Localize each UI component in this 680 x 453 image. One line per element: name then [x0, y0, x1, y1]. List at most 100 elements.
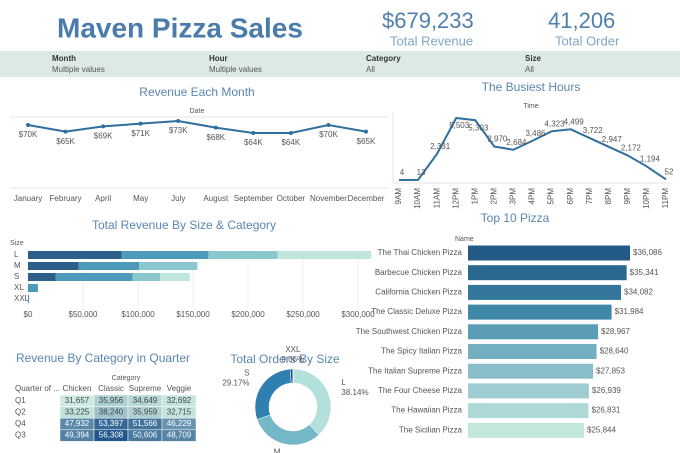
x-tick-label: 10AM	[413, 188, 422, 209]
x-tick-label: $50,000	[69, 310, 98, 319]
filter-value[interactable]: Multiple values	[209, 65, 262, 74]
y-tick-label: The Sicilian Pizza	[399, 425, 463, 434]
x-tick-label: 9AM	[394, 188, 403, 205]
x-tick-label: 1PM	[470, 188, 479, 205]
bar	[468, 403, 589, 419]
bar	[468, 422, 585, 438]
cell-label: 49,394	[65, 431, 90, 440]
y-tick-label: The Southwest Chicken Pizza	[356, 327, 463, 336]
cell-label: 48,709	[167, 431, 192, 440]
cell-label: 56,308	[99, 431, 124, 440]
bar-segment	[28, 262, 79, 270]
filter-label: Size	[525, 54, 542, 63]
kpi-value: 41,206	[548, 8, 615, 33]
y-tick-label: California Chicken Pizza	[375, 288, 462, 297]
y-tick-label: The Hawaiian Pizza	[391, 406, 462, 415]
point	[176, 119, 181, 123]
data-label: 4	[400, 168, 405, 177]
slice-value: 38.14%	[341, 388, 368, 397]
slice-label: M	[274, 448, 281, 453]
x-tick-label: 10PM	[642, 188, 651, 209]
data-label: $70K	[319, 130, 338, 139]
bar-segment	[208, 251, 278, 259]
bar	[468, 344, 597, 359]
slice-label: S	[244, 369, 249, 378]
x-tick-label: 11AM	[432, 188, 441, 209]
x-tick-label: January	[14, 194, 42, 203]
filter-value[interactable]: All	[366, 65, 375, 74]
bar-segment	[121, 251, 209, 259]
data-label: 2,970	[487, 135, 508, 144]
bar	[468, 245, 630, 261]
bar-segment	[132, 273, 160, 281]
data-label: $68K	[206, 133, 225, 142]
data-label: $70K	[19, 130, 38, 139]
bar	[468, 284, 622, 300]
y-tick-label: L	[14, 250, 19, 259]
chart-title: Top 10 Pizza	[481, 211, 550, 225]
point	[326, 123, 331, 127]
slice-label: XXL	[285, 345, 301, 354]
cell-label: 31,657	[65, 396, 90, 405]
x-tick-label: $150,000	[176, 310, 210, 319]
data-label: $36,086	[633, 248, 662, 257]
line	[398, 116, 667, 181]
cell-label: 35,959	[133, 408, 158, 417]
heat-cell	[161, 429, 197, 442]
cell-label: 53,397	[99, 419, 124, 428]
column-header: Classic	[98, 384, 124, 393]
point	[138, 121, 143, 126]
cell-label: 34,649	[133, 396, 158, 405]
point	[26, 123, 30, 127]
chart-title: Total Orders By Size	[230, 352, 340, 366]
point	[251, 131, 256, 135]
axis-label: Date	[190, 108, 205, 115]
filter-value[interactable]: Multiple values	[52, 65, 105, 74]
x-tick-label: 7PM	[585, 188, 594, 205]
bar	[468, 363, 594, 379]
axis-label: Time	[523, 103, 538, 110]
y-tick-label: M	[14, 261, 21, 270]
line	[27, 119, 367, 134]
bar-segment	[139, 262, 198, 270]
axis-label: Name	[455, 236, 474, 243]
data-label: 4,499	[564, 117, 585, 126]
bar-segment	[28, 295, 30, 303]
chart-title: The Busiest Hours	[482, 80, 581, 94]
cell-label: 51,566	[133, 419, 158, 428]
data-label: 5,503	[449, 121, 470, 130]
y-tick-label: The Classic Deluxe Pizza	[371, 307, 462, 316]
data-label: $35,341	[630, 268, 659, 277]
column-header: Chicken	[63, 384, 92, 393]
data-label: $73K	[169, 126, 188, 135]
x-tick-label: July	[171, 194, 185, 203]
data-label: 3,722	[583, 126, 604, 135]
x-tick-label: April	[95, 194, 111, 203]
point	[63, 129, 68, 134]
y-tick-label: The Thai Chicken Pizza	[378, 248, 463, 257]
x-tick-label: August	[203, 194, 229, 203]
kpi-label: Total Order	[555, 33, 620, 48]
x-tick-label: 4PM	[528, 188, 537, 205]
x-tick-label: $200,000	[231, 310, 265, 319]
cell-label: 46,229	[167, 419, 192, 428]
data-label: 4,323	[545, 119, 566, 128]
x-tick-label: 5PM	[547, 188, 556, 205]
x-tick-label: $0	[24, 310, 33, 319]
x-tick-label: 11PM	[661, 188, 670, 209]
data-label: 2,684	[506, 138, 527, 147]
x-tick-label: $100,000	[121, 310, 155, 319]
data-label: $71K	[131, 129, 150, 138]
data-label: $65K	[56, 137, 75, 146]
data-label: $64K	[282, 138, 301, 147]
filter-value[interactable]: All	[525, 65, 534, 74]
dashboard-title: Maven Pizza Sales	[57, 12, 303, 43]
filter-label: Hour	[209, 54, 228, 63]
data-label: 5,303	[468, 123, 489, 132]
row-header: Q4	[15, 419, 26, 428]
data-label: $25,844	[587, 425, 616, 434]
bar-segment	[28, 284, 38, 292]
point	[101, 124, 106, 129]
row-header: Q3	[15, 431, 26, 440]
